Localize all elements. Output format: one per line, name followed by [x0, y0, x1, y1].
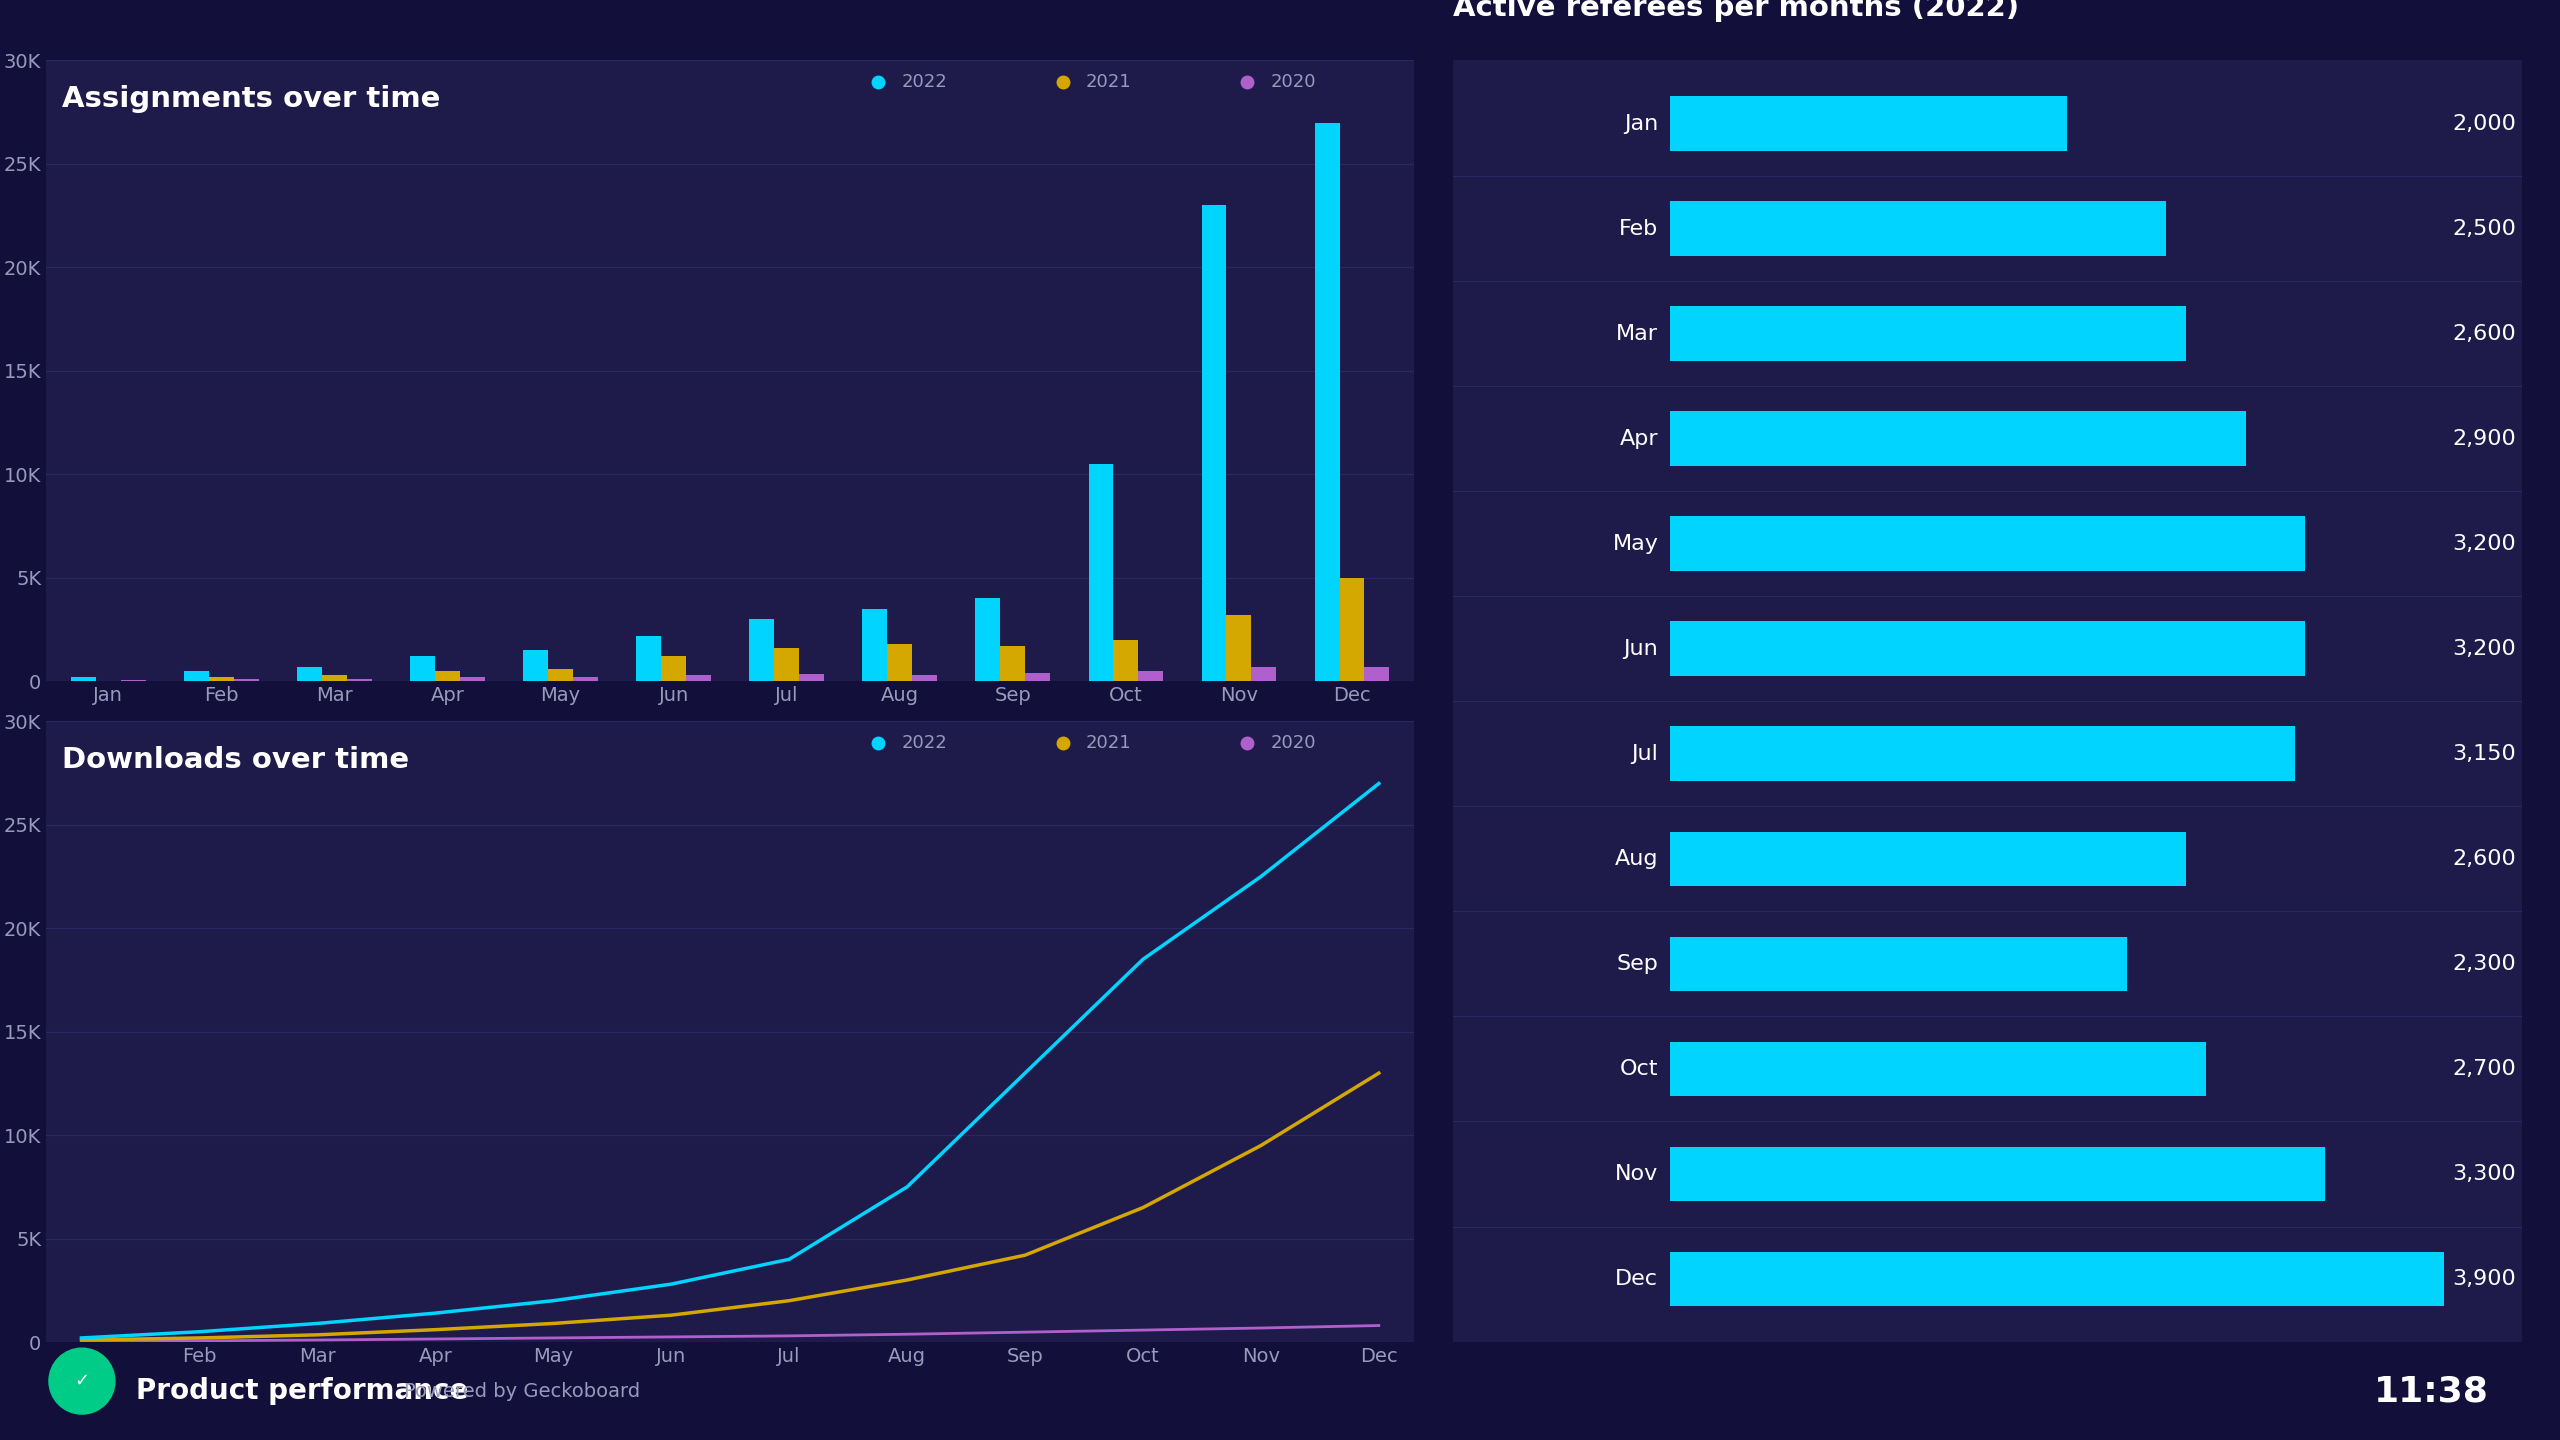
Bar [461, 677, 484, 681]
Bar [637, 635, 660, 681]
Text: Feb: Feb [1618, 219, 1659, 239]
Bar [1669, 727, 2296, 780]
Text: 2020: 2020 [1270, 734, 1316, 752]
Text: Active referees per months (2022): Active referees per months (2022) [1454, 0, 2020, 22]
Bar [686, 675, 712, 681]
Bar [210, 677, 233, 681]
Bar [1669, 622, 2304, 675]
Text: Mar: Mar [1615, 324, 1659, 344]
Bar [1669, 517, 2304, 572]
Text: 3,150: 3,150 [2452, 744, 2516, 763]
Bar [1364, 667, 1390, 681]
Bar [1669, 202, 2166, 256]
Bar [911, 675, 937, 681]
Bar [975, 599, 1001, 681]
Bar [1669, 1251, 2445, 1306]
Text: 2,300: 2,300 [2452, 953, 2516, 973]
Bar [660, 657, 686, 681]
Bar [1201, 206, 1226, 681]
Text: Downloads over time: Downloads over time [61, 746, 410, 775]
Bar [1669, 936, 2127, 991]
Bar [1088, 464, 1114, 681]
Text: 2,700: 2,700 [2452, 1058, 2516, 1079]
Bar [1252, 667, 1277, 681]
Bar [323, 675, 346, 681]
Bar [799, 674, 824, 681]
Bar [1669, 831, 2186, 886]
Text: 2022: 2022 [901, 734, 947, 752]
Text: 2,900: 2,900 [2452, 429, 2516, 449]
Bar [1316, 122, 1339, 681]
Text: 3,200: 3,200 [2452, 534, 2516, 554]
Bar [1139, 671, 1162, 681]
Bar [184, 671, 210, 681]
Text: 2,500: 2,500 [2452, 219, 2516, 239]
Text: 2,600: 2,600 [2452, 848, 2516, 868]
Text: Apr: Apr [1620, 429, 1659, 449]
Bar [1001, 647, 1024, 681]
Bar [410, 657, 435, 681]
Bar [522, 649, 548, 681]
Text: Aug: Aug [1615, 848, 1659, 868]
Text: 3,200: 3,200 [2452, 639, 2516, 658]
Bar [573, 677, 599, 681]
Bar [1669, 307, 2186, 361]
Text: 2021: 2021 [1085, 734, 1132, 752]
Bar [1339, 577, 1364, 681]
Bar [346, 680, 371, 681]
Bar [1669, 1146, 2324, 1201]
Text: Product performance: Product performance [136, 1377, 468, 1405]
Text: 2,000: 2,000 [2452, 114, 2516, 134]
Bar [888, 644, 911, 681]
Bar [233, 680, 259, 681]
Text: Jun: Jun [1623, 639, 1659, 658]
Bar [773, 648, 799, 681]
Bar [1669, 1041, 2207, 1096]
Text: Nov: Nov [1615, 1164, 1659, 1184]
Bar [1024, 672, 1050, 681]
Bar [1669, 96, 2066, 151]
Text: 2,600: 2,600 [2452, 324, 2516, 344]
Circle shape [49, 1348, 115, 1414]
Bar [297, 667, 323, 681]
Text: 2021: 2021 [1085, 73, 1132, 91]
Text: May: May [1613, 534, 1659, 554]
Bar [548, 668, 573, 681]
Bar [1114, 639, 1139, 681]
Text: Dec: Dec [1615, 1269, 1659, 1289]
Text: Oct: Oct [1620, 1058, 1659, 1079]
Text: Assignments over time: Assignments over time [61, 85, 440, 114]
Bar [1669, 412, 2245, 467]
Text: ✓: ✓ [74, 1372, 90, 1390]
Bar [435, 671, 461, 681]
Bar [750, 619, 773, 681]
Text: Jan: Jan [1623, 114, 1659, 134]
Bar [1226, 615, 1252, 681]
Text: Powered by Geckoboard: Powered by Geckoboard [404, 1381, 640, 1401]
Bar [863, 609, 888, 681]
Text: 2020: 2020 [1270, 73, 1316, 91]
Text: 2022: 2022 [901, 73, 947, 91]
Text: 3,300: 3,300 [2452, 1164, 2516, 1184]
Text: 3,900: 3,900 [2452, 1269, 2516, 1289]
Text: 11:38: 11:38 [2373, 1374, 2488, 1408]
Bar [72, 677, 95, 681]
Text: Sep: Sep [1615, 953, 1659, 973]
Text: Jul: Jul [1631, 744, 1659, 763]
